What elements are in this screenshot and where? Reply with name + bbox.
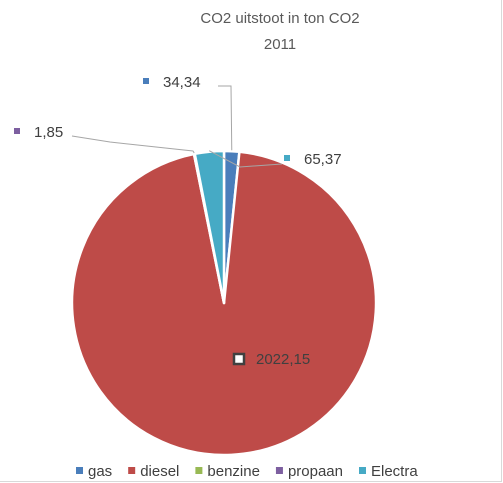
legend-label-propaan: propaan xyxy=(288,463,343,480)
leader-line-propaan xyxy=(71,135,195,154)
legend-marker-benzine xyxy=(195,467,203,474)
data-label-gas: 34,34 xyxy=(163,74,201,91)
leader-line-gas xyxy=(218,85,233,151)
chart-subtitle: 2011 xyxy=(264,36,296,53)
data-label-marker-inner xyxy=(236,356,242,362)
legend-marker-gas xyxy=(76,467,83,474)
data-label-electra: 65,37 xyxy=(304,151,342,168)
data-label-marker-gas xyxy=(143,78,149,84)
legend-marker-diesel xyxy=(128,467,136,474)
data-label-propaan: 1,85 xyxy=(34,124,63,141)
slice-electra xyxy=(193,149,226,305)
data-label-marker-electra xyxy=(284,155,290,161)
data-label-marker-propaan xyxy=(14,128,20,134)
chart-title: CO2 uitstoot in ton CO2 xyxy=(200,10,359,27)
legend-label-gas: gas xyxy=(88,463,112,480)
legend-label-diesel: diesel xyxy=(140,463,179,480)
legend-marker-propaan xyxy=(275,467,283,474)
leader-line-electra xyxy=(208,150,283,168)
legend-label-benzine: benzine xyxy=(207,463,260,480)
legend-label-electra: Electra xyxy=(371,463,418,480)
legend-marker-electra xyxy=(359,467,366,474)
data-label-diesel: 2022,15 xyxy=(256,351,310,368)
